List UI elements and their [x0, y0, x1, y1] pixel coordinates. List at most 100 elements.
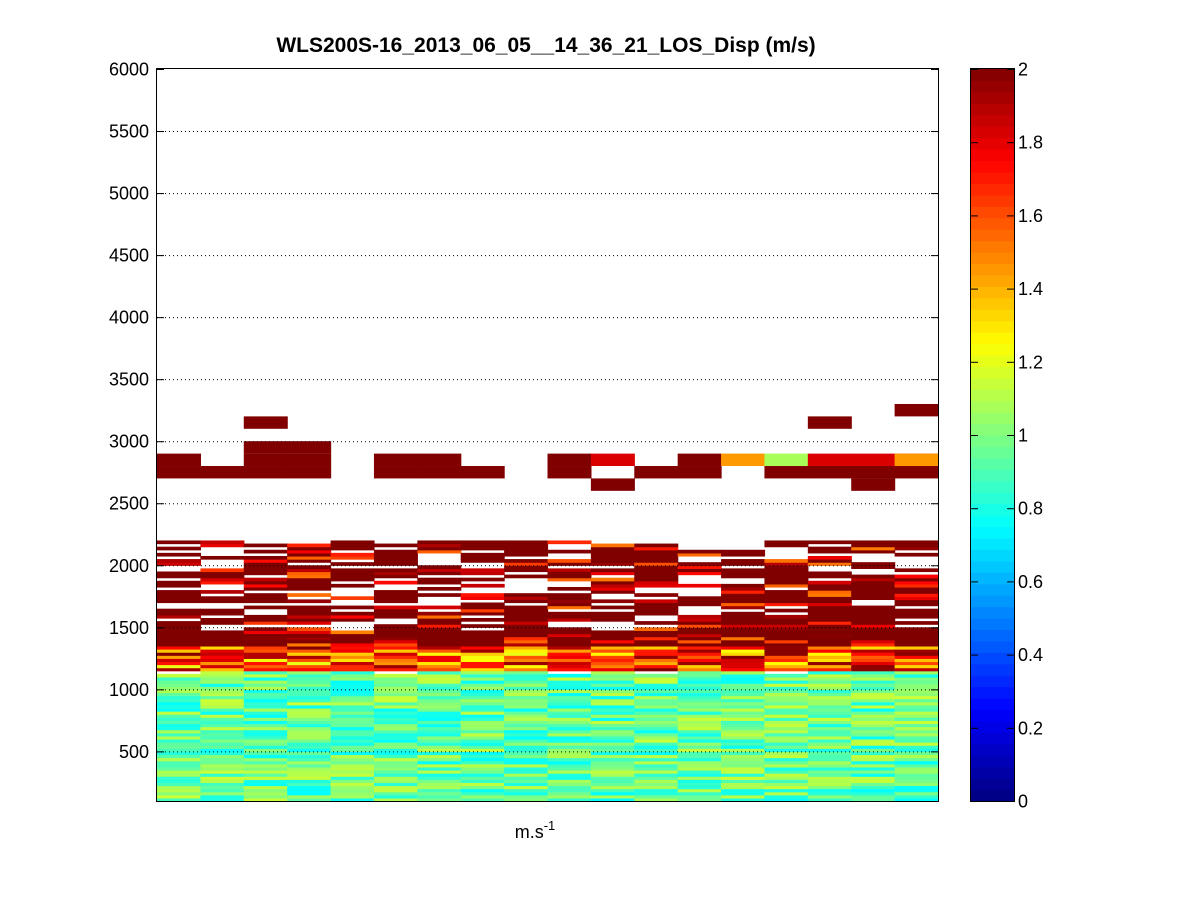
heatmap-cell	[590, 745, 635, 749]
heatmap-cell	[677, 711, 722, 715]
heatmap-cell	[721, 745, 766, 749]
heatmap-cell	[677, 773, 722, 777]
heatmap-cell	[894, 757, 939, 762]
heatmap-cell	[373, 714, 418, 718]
heatmap-cell	[460, 649, 505, 653]
heatmap-cell	[807, 562, 852, 566]
heatmap-cell	[287, 735, 332, 740]
heatmap-cell	[157, 779, 201, 783]
heatmap-cell	[200, 580, 245, 585]
heatmap-cell	[460, 704, 505, 709]
heatmap-cell	[677, 701, 722, 706]
heatmap-cell	[764, 742, 809, 746]
heatmap-cell	[634, 785, 679, 790]
heatmap-cell	[243, 751, 288, 756]
colorbar-segment	[971, 217, 1014, 230]
heatmap-cell	[807, 763, 852, 768]
heatmap-cell	[330, 738, 375, 743]
heatmap-cell	[764, 689, 809, 694]
heatmap-cell	[764, 714, 809, 718]
heatmap-cell	[417, 655, 462, 659]
heatmap-cell	[330, 683, 375, 687]
heatmap-cell	[894, 630, 939, 635]
heatmap-cell	[243, 596, 288, 600]
colorbar-tick-label: 1.4	[1018, 279, 1043, 299]
heatmap-cell	[330, 605, 375, 610]
heatmap-cell	[157, 571, 201, 576]
heatmap-cell	[851, 543, 896, 548]
heatmap-cell	[243, 707, 288, 712]
heatmap-cell	[807, 555, 852, 560]
heatmap-cell	[721, 661, 766, 666]
heatmap-cell	[721, 717, 766, 721]
colorbar-segment	[971, 663, 1014, 676]
heatmap-cell	[460, 735, 505, 740]
heatmap-cell	[504, 686, 549, 690]
heatmap-cell	[460, 583, 505, 588]
heatmap-cell	[547, 748, 592, 752]
heatmap-cell	[243, 692, 288, 697]
heatmap-cell	[764, 667, 809, 672]
heatmap-cell	[330, 782, 375, 787]
heatmap-cell	[200, 742, 245, 746]
heatmap-cell	[677, 782, 722, 787]
heatmap-cell	[243, 689, 288, 694]
heatmap-cell	[894, 593, 939, 597]
heatmap-cell	[243, 649, 288, 653]
heatmap-cell	[330, 797, 375, 802]
heatmap-cell	[590, 735, 635, 740]
heatmap-cell	[894, 686, 939, 690]
heatmap-cell	[243, 618, 288, 622]
heatmap-cell	[243, 670, 288, 675]
heatmap-cell	[547, 776, 592, 780]
heatmap-cell	[330, 788, 375, 793]
heatmap-cell	[287, 673, 332, 678]
heatmap-cell	[894, 661, 939, 666]
heatmap-cell	[547, 701, 592, 706]
heatmap-cell	[243, 735, 288, 740]
heatmap-cell	[894, 586, 939, 591]
heatmap-cell	[547, 760, 592, 765]
heatmap-cell	[894, 745, 939, 749]
heatmap-cell	[807, 717, 852, 721]
heatmap-cell	[590, 676, 635, 681]
heatmap-cell	[330, 720, 375, 725]
heatmap-cell	[590, 633, 635, 638]
heatmap-cell	[634, 555, 679, 560]
heatmap-cell	[460, 552, 505, 557]
heatmap-cell	[200, 720, 245, 725]
heatmap-cell	[373, 633, 418, 638]
heatmap-cell	[634, 791, 679, 796]
heatmap-cell	[243, 639, 288, 644]
heatmap-cell	[287, 627, 332, 632]
heatmap-cell	[157, 652, 201, 656]
heatmap-cell	[504, 683, 549, 687]
heatmap-cell	[764, 788, 809, 793]
heatmap-cell	[764, 540, 809, 545]
heatmap-cell	[200, 630, 245, 635]
heatmap-cell	[373, 627, 418, 632]
heatmap-cell	[764, 562, 809, 566]
heatmap-cell	[851, 766, 896, 771]
heatmap-cell	[634, 776, 679, 780]
heatmap-cell	[287, 577, 332, 582]
heatmap-cell	[460, 611, 505, 616]
heatmap-cell	[373, 707, 418, 712]
heatmap-cell	[373, 596, 418, 600]
heatmap-cell	[807, 757, 852, 762]
heatmap-cell	[851, 664, 896, 669]
heatmap-cell	[373, 779, 418, 783]
heatmap-cell	[894, 738, 939, 743]
heatmap-cell	[417, 776, 462, 780]
heatmap-cell	[634, 602, 679, 607]
heatmap-cell	[807, 608, 852, 613]
heatmap-cell	[243, 605, 288, 610]
heatmap-cell	[373, 704, 418, 709]
heatmap-cell	[330, 785, 375, 790]
colorbar-segment	[971, 457, 1014, 470]
heatmap-cell	[634, 627, 679, 632]
heatmap-cell	[807, 766, 852, 771]
heatmap-cell	[851, 773, 896, 777]
heatmap-cell	[894, 704, 939, 709]
heatmap-cell	[373, 735, 418, 740]
